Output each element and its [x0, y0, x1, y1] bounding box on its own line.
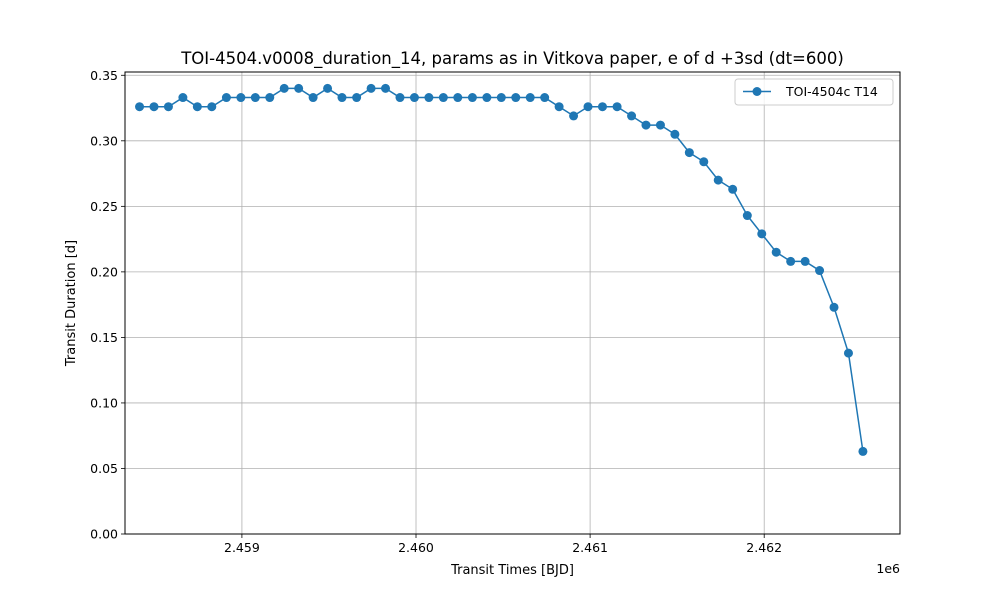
data-point — [858, 446, 868, 456]
y-tick-label: 0.30 — [90, 133, 118, 148]
data-point — [366, 83, 376, 93]
data-point — [728, 184, 738, 194]
data-point — [597, 102, 607, 112]
data-point — [294, 83, 304, 93]
data-point — [684, 148, 694, 158]
data-point — [250, 93, 260, 103]
data-point — [800, 256, 810, 266]
data-point — [467, 93, 477, 103]
x-tick-label: 2.461 — [572, 540, 608, 555]
data-point — [207, 102, 217, 112]
y-axis-label: Transit Duration [d] — [64, 240, 79, 367]
data-point — [221, 93, 231, 103]
data-point — [279, 83, 289, 93]
data-point — [149, 102, 159, 112]
legend-entry-label: TOI-4504c T14 — [785, 84, 878, 99]
data-point — [699, 157, 709, 167]
data-point — [843, 348, 853, 358]
data-point — [308, 93, 318, 103]
data-point — [163, 102, 173, 112]
data-point — [771, 247, 781, 257]
data-point — [337, 93, 347, 103]
chart-title: TOI-4504.v0008_duration_14, params as in… — [180, 49, 844, 69]
data-point — [236, 93, 246, 103]
data-point — [424, 93, 434, 103]
legend-marker — [752, 87, 762, 96]
x-axis-offset-label: 1e6 — [876, 561, 900, 576]
data-point — [655, 120, 665, 130]
y-tick-label: 0.15 — [90, 330, 118, 345]
y-tick-label: 0.35 — [90, 68, 118, 83]
plot-area — [125, 72, 900, 534]
y-tick-label: 0.10 — [90, 395, 118, 410]
data-point — [583, 102, 593, 112]
data-point — [525, 93, 535, 103]
data-point — [381, 83, 391, 93]
data-point — [612, 102, 622, 112]
data-point — [742, 211, 752, 221]
data-point — [815, 266, 825, 276]
data-point — [438, 93, 448, 103]
data-point — [192, 102, 202, 112]
ticks: 2.459 2.460 2.461 2.462 0.00 0.05 0.10 0.15 0.20… — [90, 68, 782, 555]
data-point — [265, 93, 275, 103]
legend: TOI-4504c T14 — [734, 78, 894, 106]
data-point — [482, 93, 492, 103]
data-point — [395, 93, 405, 103]
data-point — [178, 93, 188, 103]
data-point — [496, 93, 506, 103]
series-layer — [135, 83, 868, 456]
data-point — [713, 175, 723, 185]
x-tick-label: 2.462 — [746, 540, 782, 555]
data-point — [135, 102, 145, 112]
data-point — [829, 302, 839, 312]
y-tick-label: 0.05 — [90, 461, 118, 476]
data-point — [511, 93, 521, 103]
x-axis-label: Transit Times [BJD] — [450, 563, 574, 578]
plot-frame — [124, 71, 901, 535]
x-tick-label: 2.459 — [224, 540, 260, 555]
data-point — [540, 93, 550, 103]
data-point — [670, 129, 680, 139]
data-point — [757, 229, 767, 239]
data-point — [409, 93, 419, 103]
data-point — [569, 111, 579, 121]
y-tick-label: 0.20 — [90, 264, 118, 279]
data-point — [352, 93, 362, 103]
data-point — [554, 102, 564, 112]
data-point — [786, 256, 796, 266]
data-point — [641, 120, 651, 130]
data-point — [453, 93, 463, 103]
grid — [125, 72, 900, 535]
y-tick-label: 0.25 — [90, 199, 118, 214]
data-point — [323, 83, 333, 93]
y-tick-label: 0.00 — [90, 527, 118, 542]
x-tick-label: 2.460 — [398, 540, 434, 555]
data-point — [627, 111, 637, 121]
legend-box — [734, 78, 894, 106]
